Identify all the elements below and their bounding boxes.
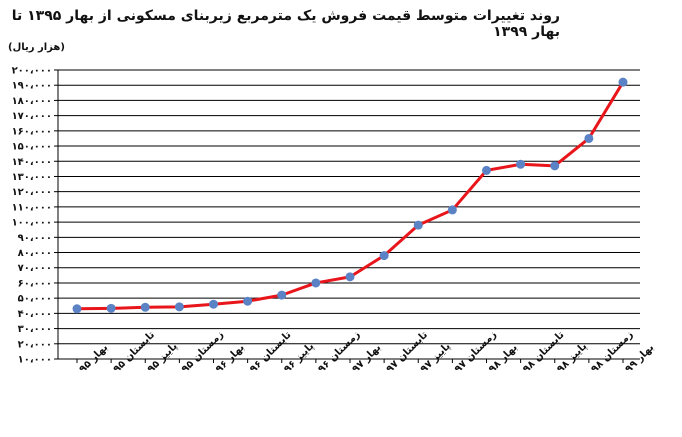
data-point	[72, 304, 82, 314]
data-point	[482, 165, 491, 175]
y-tick-label: ۱۸۰،۰۰۰	[12, 96, 52, 107]
series-layer	[72, 77, 628, 314]
gridlines	[54, 69, 640, 363]
x-tick-label: پاییز ۹۶	[282, 341, 316, 375]
data-point	[209, 299, 218, 309]
data-point	[413, 220, 423, 230]
y-tick-label: ۱۴۰،۰۰۰	[12, 157, 52, 168]
data-point	[584, 133, 594, 143]
y-tick-label: ۱۳۰،۰۰۰	[12, 172, 52, 183]
y-tick-label: ۱۶۰،۰۰۰	[12, 126, 52, 137]
y-tick-label: ۱۰۰،۰۰۰	[12, 218, 52, 229]
y-tick-label: ۱۱۰،۰۰۰	[12, 202, 52, 213]
y-axis-unit-label: (هزار ریال)	[8, 42, 65, 53]
y-tick-label: ۴۰،۰۰۰	[18, 309, 52, 320]
x-tick-label: پاییز ۹۵	[146, 341, 180, 375]
y-axis-ticks: ۱۰،۰۰۰ ۲۰،۰۰۰ ۳۰،۰۰۰ ۴۰،۰۰۰ ۵۰،۰۰۰ ۶۰،۰۰۰ ۷۰،۰…	[12, 66, 52, 366]
x-tick-label: پاییز ۹۷	[419, 341, 453, 375]
chart-title: روند تغییرات متوسط قیمت فروش یک مترمربع …	[11, 8, 560, 40]
data-point	[516, 159, 526, 169]
y-tick-label: ۷۰،۰۰۰	[18, 263, 52, 274]
y-tick-label: ۵۰،۰۰۰	[18, 294, 52, 305]
y-tick-label: ۶۰،۰۰۰	[18, 278, 52, 289]
data-point	[174, 302, 184, 312]
x-tick-label: پاییز ۹۸	[555, 341, 589, 375]
y-tick-label: ۸۰،۰۰۰	[18, 248, 52, 259]
y-tick-label: ۱۷۰،۰۰۰	[12, 111, 52, 122]
data-point	[447, 205, 457, 215]
y-tick-label: ۱۰،۰۰۰	[18, 355, 52, 366]
data-point	[277, 290, 287, 300]
data-point	[106, 303, 116, 313]
data-point	[311, 278, 321, 288]
y-tick-label: ۱۵۰،۰۰۰	[12, 142, 52, 153]
y-tick-label: ۲۰۰،۰۰۰	[12, 66, 52, 77]
data-point	[140, 302, 150, 312]
y-tick-label: ۳۰،۰۰۰	[18, 324, 52, 335]
y-tick-label: ۲۰،۰۰۰	[18, 339, 52, 350]
data-point	[379, 251, 389, 261]
data-point	[618, 77, 628, 87]
data-point	[345, 272, 355, 282]
data-point	[243, 296, 253, 306]
data-point	[550, 161, 560, 171]
y-tick-label: ۱۹۰،۰۰۰	[12, 81, 52, 92]
y-tick-label: ۱۲۰،۰۰۰	[12, 187, 52, 198]
y-tick-label: ۹۰،۰۰۰	[18, 233, 52, 244]
